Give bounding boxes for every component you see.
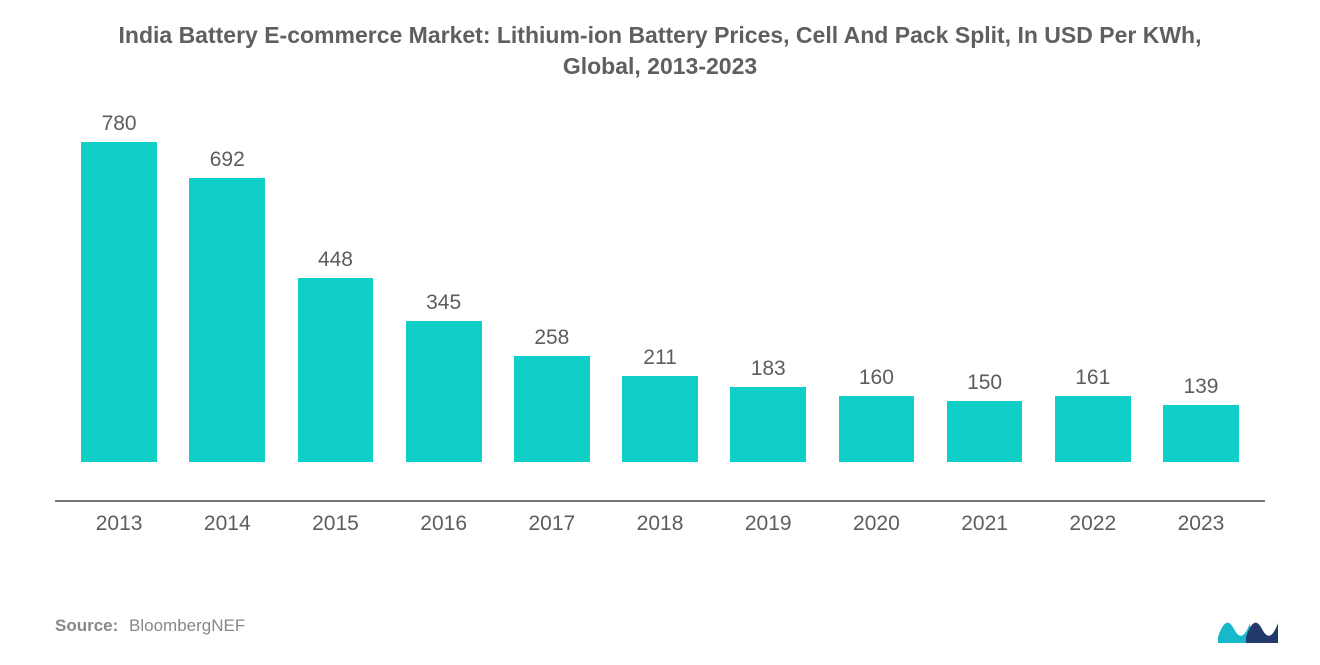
bar-value-label: 258	[498, 326, 606, 350]
bar-slot: 150	[931, 142, 1039, 462]
source-value: BloombergNEF	[129, 616, 245, 635]
bar	[1055, 396, 1131, 462]
bar-value-label: 161	[1039, 366, 1147, 390]
bar-slot: 258	[498, 142, 606, 462]
bar-slot: 160	[822, 142, 930, 462]
bar-value-label: 780	[65, 112, 173, 136]
bar	[406, 321, 482, 463]
chart-area: 780692448345258211183160150161139 201320…	[65, 142, 1255, 542]
bar-slot: 183	[714, 142, 822, 462]
bar-value-label: 345	[390, 291, 498, 315]
bar	[730, 387, 806, 462]
brand-logo	[1218, 609, 1280, 643]
bar	[81, 142, 157, 462]
x-tick-label: 2014	[173, 502, 281, 542]
bar-value-label: 160	[822, 366, 930, 390]
bar-value-label: 150	[931, 371, 1039, 395]
x-tick-label: 2013	[65, 502, 173, 542]
x-tick-label: 2021	[931, 502, 1039, 542]
bar-slot: 780	[65, 142, 173, 462]
logo-icon	[1218, 609, 1280, 643]
bar-value-label: 139	[1147, 375, 1255, 399]
x-tick-label: 2017	[498, 502, 606, 542]
source-label: Source:	[55, 616, 118, 635]
bar	[1163, 405, 1239, 462]
bar-value-label: 183	[714, 357, 822, 381]
chart-container: India Battery E-commerce Market: Lithium…	[0, 0, 1320, 665]
x-tick-label: 2022	[1039, 502, 1147, 542]
chart-title: India Battery E-commerce Market: Lithium…	[110, 20, 1210, 82]
bar-slot: 211	[606, 142, 714, 462]
x-tick-label: 2019	[714, 502, 822, 542]
source-attribution: Source: BloombergNEF	[55, 616, 245, 636]
bar	[947, 401, 1023, 463]
x-tick-label: 2015	[281, 502, 389, 542]
bar-value-label: 692	[173, 148, 281, 172]
chart-footer: Source: BloombergNEF	[55, 609, 1280, 643]
bar	[514, 356, 590, 462]
x-axis-labels: 2013201420152016201720182019202020212022…	[65, 502, 1255, 542]
bar-slot: 448	[281, 142, 389, 462]
bars-group: 780692 448345258211183160150161139	[65, 142, 1255, 462]
x-tick-label: 2023	[1147, 502, 1255, 542]
bar	[298, 278, 374, 462]
bar-value-label: 211	[606, 346, 714, 370]
bar-slot: 139	[1147, 142, 1255, 462]
x-tick-label: 2016	[390, 502, 498, 542]
x-tick-label: 2020	[822, 502, 930, 542]
bar	[622, 376, 698, 463]
bar-slot: 345	[390, 142, 498, 462]
bar	[189, 178, 265, 462]
bar-value-label: 448	[281, 248, 389, 272]
bar-slot: 692	[173, 142, 281, 462]
plot-region: 780692 448345258211183160150161139	[65, 142, 1255, 462]
bar-slot: 161	[1039, 142, 1147, 462]
x-tick-label: 2018	[606, 502, 714, 542]
bar	[839, 396, 915, 462]
